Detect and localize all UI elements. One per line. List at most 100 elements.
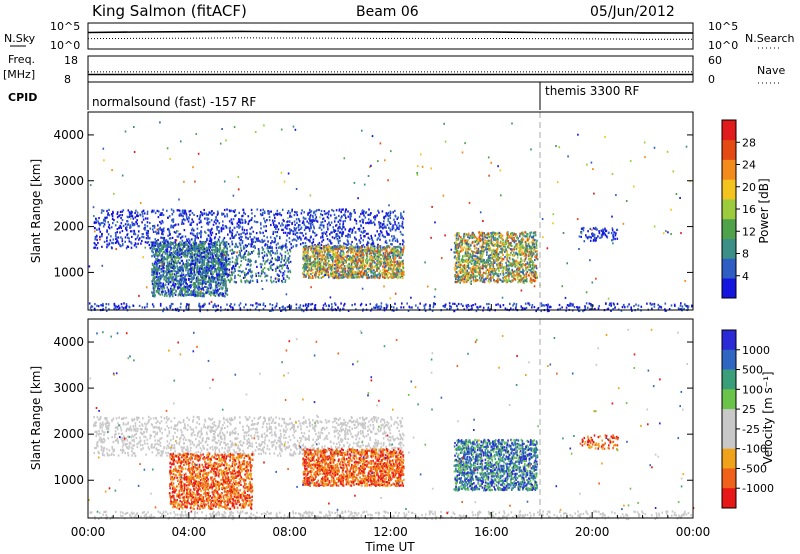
scatter-cell	[137, 234, 139, 237]
scatter-cell	[222, 284, 224, 287]
scatter-cell	[181, 292, 183, 295]
scatter-cell	[134, 233, 137, 236]
scatter-cell	[360, 237, 362, 240]
scatter-cell	[309, 211, 312, 214]
scatter-cell	[297, 217, 300, 221]
scatter-cell	[322, 217, 325, 220]
scatter-cell	[162, 233, 164, 236]
scatter-cell	[327, 243, 329, 246]
scatter-cell	[205, 246, 208, 249]
scatter-cell	[334, 271, 336, 274]
scatter-cell	[271, 263, 273, 267]
scatter-cell	[328, 210, 330, 213]
scatter-cell	[196, 253, 198, 256]
scatter-cell	[511, 262, 513, 265]
scatter-cell	[396, 254, 399, 258]
scatter-cell	[471, 257, 474, 260]
scatter-cell	[385, 247, 387, 250]
scatter-cell	[310, 245, 313, 248]
scatter-cell	[154, 269, 157, 272]
scatter-cell	[378, 251, 380, 254]
scatter-cell	[335, 271, 338, 275]
scatter-cell	[472, 272, 474, 275]
scatter-cell	[297, 226, 300, 229]
scatter-cell	[224, 278, 226, 281]
scatter-cell	[364, 211, 367, 214]
scatter-cell	[243, 257, 245, 260]
scatter-cell	[397, 245, 399, 248]
scatter-cell	[251, 251, 253, 255]
power-scatter-layer	[88, 121, 693, 313]
scatter-cell	[98, 217, 100, 220]
scatter-cell	[200, 267, 203, 270]
scatter-cell	[500, 247, 502, 250]
scatter-cell	[335, 247, 337, 251]
scatter-cell	[214, 241, 216, 244]
scatter-cell	[179, 278, 182, 281]
scatter-cell	[250, 208, 253, 211]
scatter-cell	[319, 262, 322, 265]
scatter-cell	[138, 230, 140, 233]
scatter-cell	[395, 274, 397, 277]
scatter-cell	[361, 210, 364, 213]
scatter-cell	[162, 250, 165, 253]
scatter-cell	[236, 259, 238, 262]
scatter-cell	[357, 266, 359, 269]
scatter-cell	[394, 239, 397, 242]
scatter-cell	[186, 216, 188, 219]
scatter-cell	[463, 271, 466, 274]
scatter-cell	[190, 256, 192, 259]
scatter-cell	[250, 218, 252, 221]
scatter-cell	[271, 281, 273, 284]
scatter-cell	[322, 275, 324, 278]
scatter-cell	[388, 262, 390, 265]
scatter-cell	[394, 223, 396, 226]
scatter-cell	[159, 242, 162, 245]
scatter-cell	[389, 228, 391, 231]
scatter-cell	[102, 225, 105, 228]
scatter-cell	[157, 284, 159, 287]
scatter-cell	[364, 264, 366, 267]
scatter-cell	[378, 259, 380, 262]
scatter-cell	[162, 290, 164, 293]
scatter-cell	[380, 257, 382, 260]
scatter-cell	[193, 248, 195, 251]
scatter-cell	[359, 234, 362, 237]
scatter-cell	[312, 214, 314, 217]
scatter-cell	[285, 246, 288, 249]
scatter-cell	[368, 252, 371, 256]
scatter-cell	[199, 244, 201, 247]
scatter-cell	[294, 210, 296, 214]
scatter-cell	[251, 274, 254, 277]
scatter-cell	[217, 266, 219, 270]
scatter-cell	[506, 251, 508, 254]
scatter-cell	[136, 219, 138, 222]
scatter-cell	[183, 209, 185, 212]
scatter-cell	[210, 252, 213, 255]
scatter-cell	[116, 211, 119, 214]
scatter-cell	[457, 264, 459, 267]
scatter-cell	[309, 240, 311, 243]
scatter-cell	[350, 215, 352, 218]
scatter-cell	[383, 220, 385, 223]
scatter-cell	[318, 241, 321, 245]
scatter-cell	[205, 275, 207, 278]
scatter-cell	[515, 240, 517, 243]
scatter-cell	[170, 226, 172, 229]
scatter-cell	[250, 238, 253, 241]
scatter-cell	[222, 252, 225, 255]
scatter-cell	[179, 266, 182, 269]
scatter-cell	[267, 212, 269, 215]
scatter-cell	[354, 264, 357, 267]
scatter-cell	[296, 235, 298, 238]
scatter-cell	[310, 269, 312, 272]
scatter-cell	[216, 226, 218, 229]
scatter-cell	[211, 277, 213, 280]
scatter-cell	[159, 251, 161, 254]
scatter-cell	[331, 208, 333, 212]
scatter-cell	[309, 245, 312, 248]
scatter-cell	[318, 260, 320, 264]
scatter-cell	[397, 222, 400, 225]
scatter-cell	[352, 259, 354, 262]
scatter-cell	[301, 221, 304, 225]
